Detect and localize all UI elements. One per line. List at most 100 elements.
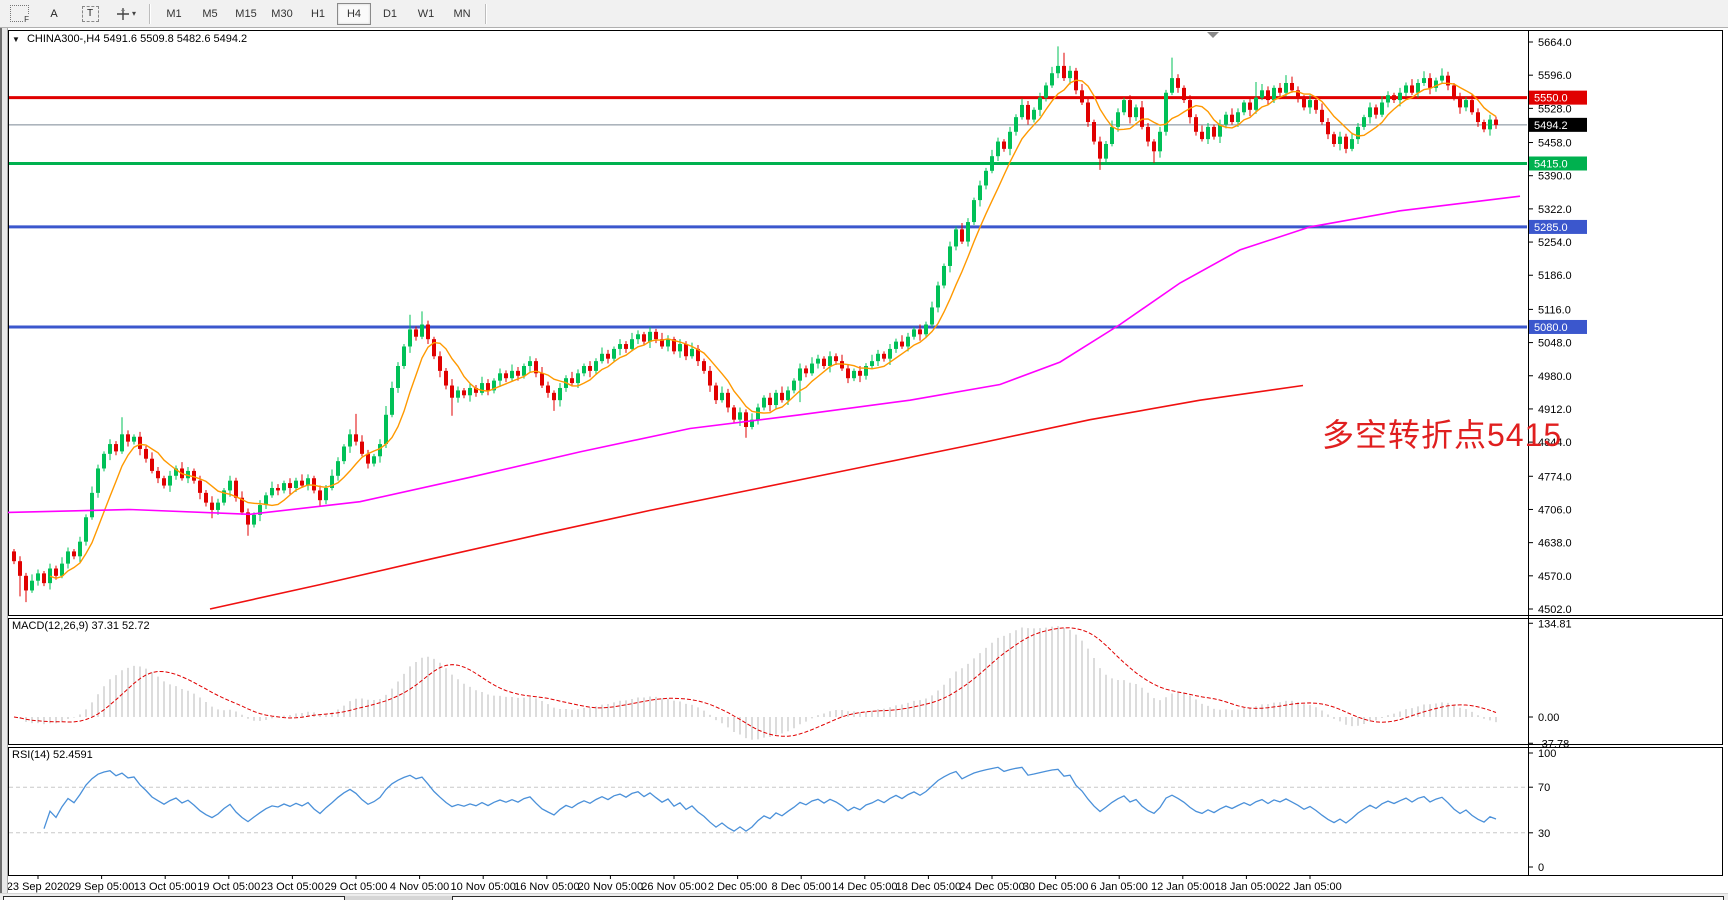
ma-mid-line bbox=[7, 195, 1521, 516]
price-badge-5415.0 bbox=[1529, 156, 1587, 171]
timeframe-w1-button[interactable]: W1 bbox=[417, 7, 435, 20]
svg-text:4980.0: 4980.0 bbox=[1538, 371, 1572, 383]
chart-plot-area[interactable] bbox=[8, 30, 1528, 615]
timeframe-m15-button[interactable]: M15 bbox=[235, 7, 257, 20]
svg-text:10 Nov 05:00: 10 Nov 05:00 bbox=[450, 881, 515, 893]
toolbar: F A T ▾ M1 M5 M15 M30 H1 H4 D1 W1 MN bbox=[0, 0, 1728, 28]
svg-text:29 Sep 05:00: 29 Sep 05:00 bbox=[69, 881, 134, 893]
svg-text:5186.0: 5186.0 bbox=[1538, 270, 1572, 282]
svg-text:4912.0: 4912.0 bbox=[1538, 404, 1572, 416]
svg-text:5322.0: 5322.0 bbox=[1538, 204, 1572, 216]
arrow-tool-icon: A bbox=[50, 7, 58, 20]
macd-signal-line bbox=[13, 627, 1497, 737]
timeframe-h4-button[interactable]: H4 bbox=[337, 2, 371, 25]
svg-text:23 Oct 05:00: 23 Oct 05:00 bbox=[261, 881, 324, 893]
svg-text:4706.0: 4706.0 bbox=[1538, 504, 1572, 516]
svg-text:5664.0: 5664.0 bbox=[1538, 37, 1572, 49]
svg-text:24 Dec 05:00: 24 Dec 05:00 bbox=[959, 881, 1024, 893]
svg-text:16 Nov 05:00: 16 Nov 05:00 bbox=[514, 881, 579, 893]
svg-text:4638.0: 4638.0 bbox=[1538, 538, 1572, 550]
svg-text:5285.0: 5285.0 bbox=[1534, 222, 1568, 234]
current-price-badge bbox=[1529, 117, 1587, 132]
symbol-ohlc-quote: 5491.6 5509.8 5482.6 5494.2 bbox=[103, 33, 248, 45]
panel-frame bbox=[8, 747, 1723, 876]
time-axis-labels: 23 Sep 202029 Sep 05:0013 Oct 05:0019 Oc… bbox=[7, 875, 1342, 893]
svg-text:5390.0: 5390.0 bbox=[1538, 171, 1572, 183]
chart-tab-active[interactable] bbox=[345, 896, 452, 900]
svg-text:5528.0: 5528.0 bbox=[1538, 103, 1572, 115]
svg-text:23 Sep 2020: 23 Sep 2020 bbox=[7, 881, 69, 893]
rsi-indicator-label: RSI(14) 52.4591 bbox=[12, 749, 93, 761]
panel-frame bbox=[8, 30, 1723, 616]
symbol-dropdown-icon[interactable]: ▼ bbox=[12, 35, 20, 44]
svg-text:4502.0: 4502.0 bbox=[1538, 604, 1572, 616]
grid-f-icon: F bbox=[10, 5, 29, 24]
svg-text:5116.0: 5116.0 bbox=[1538, 304, 1571, 316]
svg-text:100: 100 bbox=[1538, 748, 1556, 760]
svg-text:8 Dec 05:00: 8 Dec 05:00 bbox=[772, 881, 831, 893]
candles-layer bbox=[12, 46, 1498, 603]
svg-text:18 Dec 05:00: 18 Dec 05:00 bbox=[896, 881, 961, 893]
svg-text:30: 30 bbox=[1538, 828, 1550, 840]
svg-text:5550.0: 5550.0 bbox=[1534, 93, 1568, 105]
svg-text:5494.2: 5494.2 bbox=[1534, 120, 1568, 132]
rsi-panel-area[interactable] bbox=[8, 747, 1528, 875]
svg-text:4570.0: 4570.0 bbox=[1538, 571, 1572, 583]
text-tool-icon: T bbox=[81, 5, 99, 22]
timeframe-m1-button[interactable]: M1 bbox=[166, 7, 182, 20]
svg-text:4774.0: 4774.0 bbox=[1538, 471, 1572, 483]
panel-frame bbox=[8, 618, 1723, 745]
chart-tab[interactable] bbox=[3, 896, 345, 900]
svg-text:13 Oct 05:00: 13 Oct 05:00 bbox=[134, 881, 197, 893]
svg-text:4 Nov 05:00: 4 Nov 05:00 bbox=[390, 881, 449, 893]
svg-text:22 Jan 05:00: 22 Jan 05:00 bbox=[1278, 881, 1342, 893]
crosshair-icon bbox=[116, 7, 129, 20]
timeframe-m5-button[interactable]: M5 bbox=[202, 7, 218, 20]
price-badge-5550.0 bbox=[1529, 90, 1587, 105]
svg-text:29 Oct 05:00: 29 Oct 05:00 bbox=[325, 881, 388, 893]
timeframe-d1-button[interactable]: D1 bbox=[382, 7, 398, 20]
price-axis-labels: 5664.0 5596.0 5528.0 5458.0 5390.0 5322.0 5254… bbox=[1528, 37, 1572, 874]
svg-text:5415.0: 5415.0 bbox=[1534, 159, 1568, 171]
svg-text:0.00: 0.00 bbox=[1538, 712, 1559, 724]
crosshair-tool-button[interactable]: ▾ bbox=[109, 2, 143, 26]
chevron-down-icon: ▾ bbox=[131, 9, 136, 18]
timeframe-m30-button[interactable]: M30 bbox=[271, 7, 293, 20]
svg-text:4844.0: 4844.0 bbox=[1538, 437, 1572, 449]
svg-text:5458.0: 5458.0 bbox=[1538, 138, 1572, 150]
timeframe-mn-button[interactable]: MN bbox=[453, 7, 471, 20]
svg-text:20 Nov 05:00: 20 Nov 05:00 bbox=[578, 881, 643, 893]
macd-panel-area[interactable] bbox=[8, 618, 1528, 744]
toolbar-separator bbox=[149, 3, 151, 24]
svg-text:134.81: 134.81 bbox=[1538, 618, 1572, 630]
symbol-name: CHINA300-,H4 bbox=[26, 33, 101, 45]
ma-fast-line bbox=[49, 79, 1497, 580]
svg-text:5596.0: 5596.0 bbox=[1538, 70, 1572, 82]
templates-button[interactable]: F bbox=[0, 2, 35, 26]
text-tool-button[interactable]: T bbox=[73, 2, 107, 26]
chart-tab[interactable] bbox=[452, 896, 1724, 900]
timeframe-h1-button[interactable]: H1 bbox=[310, 7, 326, 20]
svg-text:5254.0: 5254.0 bbox=[1538, 237, 1572, 249]
svg-text:6 Jan 05:00: 6 Jan 05:00 bbox=[1090, 881, 1148, 893]
chart-tab-bar bbox=[0, 893, 1728, 900]
toolbar-separator bbox=[485, 3, 487, 24]
macd-indicator-label: MACD(12,26,9) 37.31 52.72 bbox=[12, 620, 150, 632]
svg-text:2 Dec 05:00: 2 Dec 05:00 bbox=[708, 881, 767, 893]
svg-text:18 Jan 05:00: 18 Jan 05:00 bbox=[1215, 881, 1279, 893]
svg-text:26 Nov 05:00: 26 Nov 05:00 bbox=[641, 881, 706, 893]
chart-annotation-text: 多空转折点5415 bbox=[1322, 417, 1563, 453]
chart-symbol-line: ▼ CHINA300-,H4 5491.6 5509.8 5482.6 5494… bbox=[12, 33, 247, 45]
svg-text:30 Dec 05:00: 30 Dec 05:00 bbox=[1023, 881, 1088, 893]
rsi-line bbox=[43, 766, 1497, 832]
arrow-tool-button[interactable]: A bbox=[37, 2, 71, 26]
price-badge-5285.0 bbox=[1529, 219, 1587, 234]
svg-text:0: 0 bbox=[1538, 862, 1544, 874]
time-axis[interactable] bbox=[8, 875, 1528, 893]
price-badge-5080.0 bbox=[1529, 319, 1587, 334]
svg-text:14 Dec 05:00: 14 Dec 05:00 bbox=[832, 881, 897, 893]
svg-text:5048.0: 5048.0 bbox=[1538, 338, 1572, 350]
macd-histogram bbox=[19, 626, 1497, 740]
